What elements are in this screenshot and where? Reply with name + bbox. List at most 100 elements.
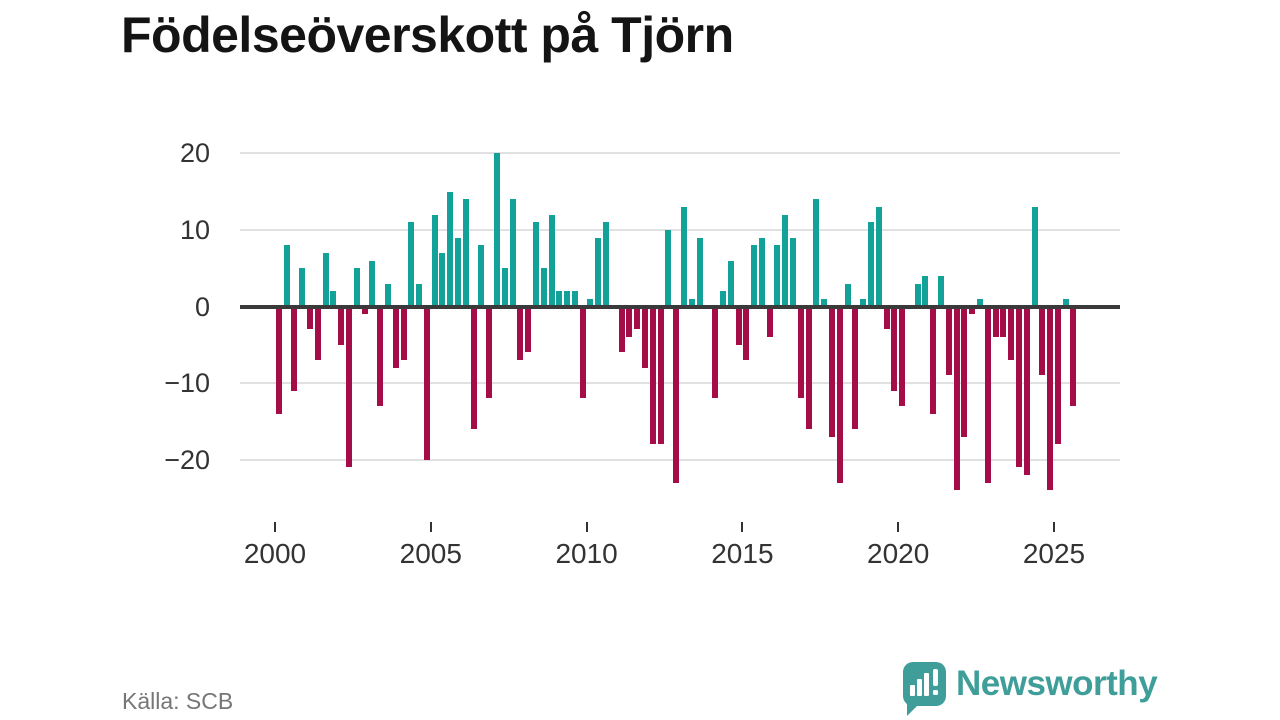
bar <box>377 306 384 407</box>
y-axis-tick-label: −20 <box>164 444 210 475</box>
bar <box>1023 306 1030 476</box>
bar <box>369 260 376 307</box>
bar <box>291 306 298 391</box>
logo-exclamation-line <box>933 669 938 686</box>
bar <box>992 306 999 338</box>
bar <box>976 298 983 307</box>
logo-chart-bar-small <box>910 685 915 696</box>
bar <box>626 306 633 338</box>
bar <box>1015 306 1022 468</box>
bar <box>338 306 345 345</box>
bar <box>852 306 859 430</box>
bar <box>766 306 773 338</box>
bar <box>392 306 399 368</box>
gridline-y-10 <box>240 382 1120 385</box>
logo-chart-bar-large <box>924 673 929 696</box>
gridline-y-20 <box>240 458 1120 461</box>
bar <box>914 283 921 307</box>
x-axis-tick-label: 2020 <box>867 538 930 569</box>
x-axis-tick-label: 2000 <box>243 538 307 569</box>
x-axis-tick <box>1053 522 1055 532</box>
gridline-y20 <box>240 152 1120 155</box>
bar <box>400 306 407 361</box>
bar <box>945 306 952 376</box>
gridline-y10 <box>240 228 1120 231</box>
logo-text: Newsworthy <box>956 664 1158 703</box>
bar <box>1000 306 1007 338</box>
x-axis-tick <box>274 522 276 532</box>
bar <box>346 306 352 468</box>
x-axis-tick <box>897 522 900 532</box>
bar <box>532 222 539 307</box>
x-axis-tick-label: 2010 <box>555 538 618 569</box>
x-axis-tick <box>429 522 432 532</box>
y-axis-tick-label: 10 <box>179 214 210 245</box>
bar <box>751 245 758 307</box>
bar <box>867 222 874 307</box>
bar <box>462 199 469 307</box>
bar <box>883 306 890 330</box>
bar <box>719 291 726 307</box>
bar <box>1070 306 1077 407</box>
bar <box>455 237 462 307</box>
bar <box>953 306 960 491</box>
bar <box>525 306 532 353</box>
logo-bubble-tail <box>907 702 921 716</box>
bar <box>657 306 664 445</box>
bar <box>735 306 742 345</box>
bar <box>836 306 843 483</box>
bar <box>938 275 945 307</box>
bar <box>891 306 898 391</box>
bar <box>384 283 391 307</box>
bar <box>540 268 547 307</box>
bar <box>969 306 976 315</box>
bar <box>844 283 851 307</box>
bar <box>813 199 820 307</box>
bar <box>439 252 446 307</box>
bar <box>1039 306 1046 376</box>
bar <box>509 199 516 307</box>
bar <box>470 306 477 430</box>
bar <box>774 245 781 307</box>
bar <box>634 306 641 330</box>
bar <box>283 245 290 307</box>
bar <box>875 206 882 307</box>
bar <box>501 268 508 307</box>
bar <box>1054 306 1061 445</box>
bar <box>782 214 789 307</box>
bar <box>314 306 321 361</box>
bar <box>961 306 968 437</box>
bar <box>712 306 719 399</box>
bar <box>860 298 867 307</box>
bar <box>618 306 625 353</box>
bar <box>556 291 563 307</box>
bar <box>447 191 454 307</box>
bar <box>307 306 314 330</box>
bar <box>431 214 438 307</box>
logo-chart-bar-medium <box>917 679 922 696</box>
x-axis-zero-line <box>240 304 1120 309</box>
bar <box>758 237 765 307</box>
bar <box>984 306 991 483</box>
bar <box>1008 306 1015 361</box>
bar <box>1062 298 1069 307</box>
bar <box>649 306 656 445</box>
bar <box>517 306 524 361</box>
x-axis-tick-label: 2025 <box>1022 538 1086 569</box>
bar <box>922 275 929 307</box>
bar <box>673 306 680 483</box>
bar <box>790 237 797 307</box>
bar <box>1047 306 1054 491</box>
bar <box>353 268 360 307</box>
bar <box>486 306 493 399</box>
bar <box>478 245 485 307</box>
bar <box>361 306 368 315</box>
y-axis-tick-label: 20 <box>179 138 210 169</box>
bar <box>696 237 703 307</box>
bar <box>642 306 649 368</box>
bar <box>494 153 500 307</box>
x-axis-tick <box>741 522 744 532</box>
bar <box>797 306 804 399</box>
bar <box>423 306 430 460</box>
